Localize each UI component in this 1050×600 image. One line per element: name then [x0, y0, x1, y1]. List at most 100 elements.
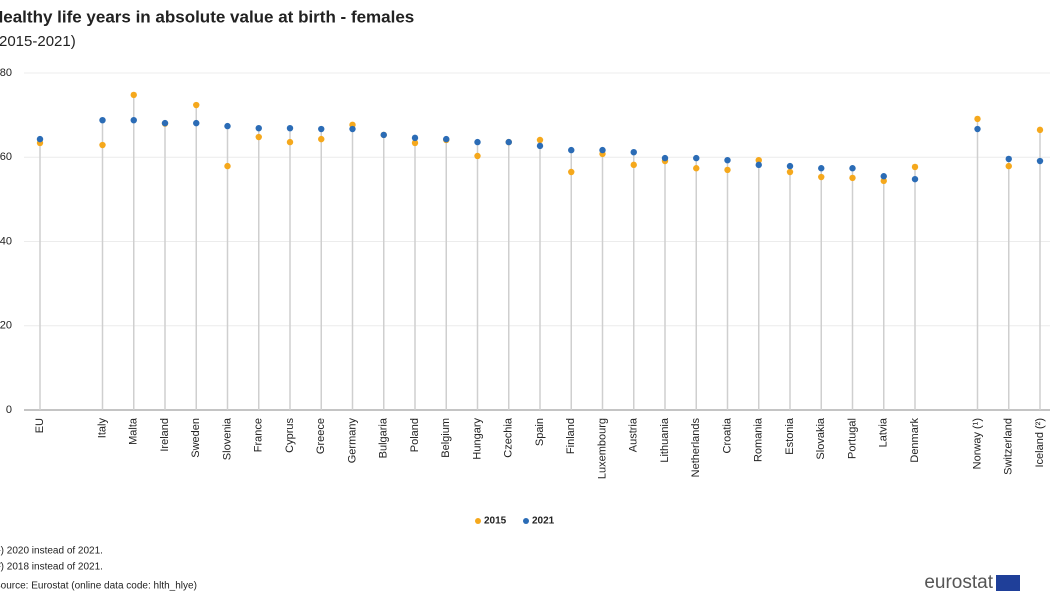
y-tick-label: 40: [0, 235, 12, 247]
legend-marker: [475, 518, 481, 524]
x-tick-label: Slovakia: [815, 417, 827, 459]
dot: [99, 141, 106, 149]
dot: [849, 174, 856, 182]
legend-marker: [523, 518, 529, 524]
x-tick-label: Spain: [534, 418, 546, 446]
x-tick-label: Bulgaria: [378, 417, 390, 458]
x-tick-label: Estonia: [784, 417, 796, 455]
dot: [536, 136, 544, 144]
dot: [818, 173, 825, 181]
dot: [1005, 155, 1012, 163]
dot: [411, 134, 419, 142]
logo-flag: [996, 575, 1020, 591]
dot: [1036, 157, 1044, 165]
dot: [599, 146, 606, 154]
legend-label: 2015: [484, 516, 507, 527]
dot: [36, 135, 44, 143]
x-tick-label: Germany: [346, 418, 358, 464]
footnote: (¹) 2020 instead of 2021.: [0, 546, 103, 557]
dot: [99, 116, 106, 124]
dot: [818, 165, 825, 172]
dot: [286, 138, 294, 146]
dot: [193, 101, 200, 109]
logo: eurostat: [924, 572, 993, 593]
dot: [443, 135, 450, 143]
dot: [224, 162, 231, 170]
y-tick-label: 80: [0, 67, 12, 79]
x-tick-label: Croatia: [721, 417, 733, 453]
dot: [630, 161, 637, 169]
x-tick-label: Lithuania: [659, 417, 671, 463]
x-tick-label: Italy: [96, 418, 108, 439]
x-tick-label: Cyprus: [284, 418, 296, 453]
x-tick-label: Finland: [565, 418, 577, 454]
x-tick-label: France: [253, 418, 265, 452]
x-tick-label: Netherlands: [690, 418, 702, 478]
dot: [130, 116, 137, 124]
dot: [724, 156, 731, 164]
dot: [474, 152, 481, 160]
dot: [755, 156, 762, 164]
dot: [568, 146, 575, 154]
x-tick-label: Sweden: [190, 418, 202, 458]
source: Source: Eurostat (online data code: hlth…: [0, 581, 197, 592]
x-tick-label: Portugal: [846, 418, 858, 459]
dot: [849, 165, 856, 172]
dot: [880, 177, 887, 185]
dot: [505, 138, 512, 146]
x-tick-label: Romania: [753, 417, 765, 462]
x-tick-label: Czechia: [503, 417, 515, 458]
footnote: (²) 2018 instead of 2021.: [0, 562, 103, 573]
dot: [911, 163, 919, 171]
dot: [318, 125, 325, 133]
chart-subtitle: (2015-2021): [0, 33, 76, 50]
dot: [755, 161, 762, 169]
dot: [693, 165, 700, 172]
x-tick-label: Norway (¹): [971, 418, 983, 469]
x-tick-label: Slovenia: [221, 417, 233, 460]
x-tick-label: Belgium: [440, 418, 452, 458]
dot: [974, 115, 981, 123]
dot: [911, 175, 919, 183]
dot: [193, 119, 200, 127]
dot: [786, 162, 794, 170]
dot: [974, 125, 981, 133]
x-tick-label: Malta: [128, 417, 140, 445]
y-tick-label: 0: [6, 404, 12, 416]
dot: [693, 154, 700, 162]
dot: [224, 122, 231, 130]
dot: [411, 139, 419, 147]
y-tick-label: 20: [0, 320, 12, 332]
dot: [724, 166, 731, 174]
dot: [880, 173, 887, 180]
chart-title: Healthy life years in absolute value at …: [0, 7, 414, 26]
dot: [536, 142, 544, 150]
dot: [130, 91, 137, 99]
x-tick-label: EU: [34, 418, 46, 433]
x-tick-label: Greece: [315, 418, 327, 454]
dot: [349, 125, 356, 133]
dot: [1005, 162, 1012, 170]
x-tick-label: Hungary: [471, 418, 483, 460]
legend-label: 2021: [532, 516, 555, 527]
x-tick-label: Ireland: [159, 418, 171, 452]
x-tick-label: Latvia: [878, 417, 890, 447]
dot: [1036, 126, 1044, 134]
x-tick-label: Austria: [628, 417, 640, 452]
dot: [568, 168, 575, 176]
x-tick-label: Luxembourg: [596, 418, 608, 479]
dot: [318, 135, 325, 143]
dot: [255, 133, 262, 141]
y-tick-label: 60: [0, 151, 12, 163]
x-tick-label: Iceland (²): [1034, 418, 1046, 468]
x-tick-label: Switzerland: [1003, 418, 1015, 475]
dot: [255, 124, 262, 132]
dot: [786, 168, 794, 176]
dot: [474, 138, 481, 146]
dot: [161, 119, 169, 127]
x-tick-label: Poland: [409, 418, 421, 452]
dot: [661, 154, 669, 162]
x-tick-label: Denmark: [909, 418, 921, 463]
dot: [286, 124, 294, 132]
